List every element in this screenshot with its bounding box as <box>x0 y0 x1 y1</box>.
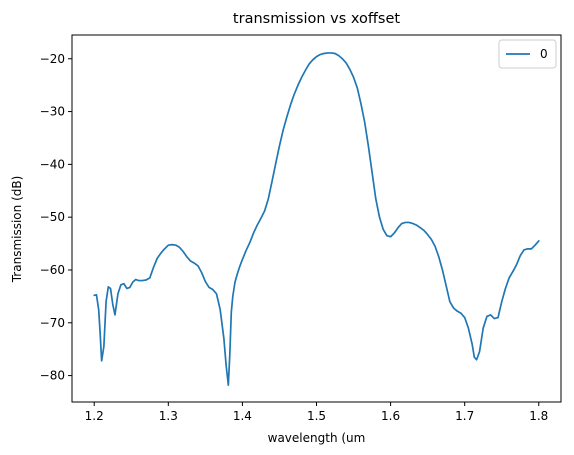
x-tick-label: 1.2 <box>85 409 104 423</box>
x-tick-label: 1.5 <box>307 409 326 423</box>
series-group <box>93 52 540 386</box>
x-tick-label: 1.4 <box>233 409 252 423</box>
plot-area: 1.2 1.3 1.4 1.5 1.6 1.7 1.8 −80 −70 −60 −50 −40 −30 −… <box>40 34 562 423</box>
series-line <box>93 52 540 386</box>
x-tick-label: 1.7 <box>455 409 474 423</box>
chart-title: transmission vs xoffset <box>233 11 400 27</box>
y-tick-label: −50 <box>40 210 65 224</box>
y-tick-label: −30 <box>40 105 65 119</box>
y-tick-label: −60 <box>40 263 65 277</box>
legend-label: 0 <box>540 47 548 61</box>
y-axis-label: Transmission (dB) <box>10 176 24 284</box>
x-tick-label: 1.8 <box>529 409 548 423</box>
x-tick-label: 1.3 <box>159 409 178 423</box>
x-axis-label: wavelength (um <box>268 431 366 445</box>
y-tick-label: −20 <box>40 52 65 66</box>
y-tick-label: −80 <box>40 369 65 383</box>
legend: 0 <box>498 39 557 69</box>
x-tick-label: 1.6 <box>381 409 400 423</box>
y-tick-label: −40 <box>40 157 65 171</box>
y-tick-label: −70 <box>40 316 65 330</box>
ticks: 1.2 1.3 1.4 1.5 1.6 1.7 1.8 −80 −70 −60 −50 −40 −30 −… <box>40 52 549 423</box>
